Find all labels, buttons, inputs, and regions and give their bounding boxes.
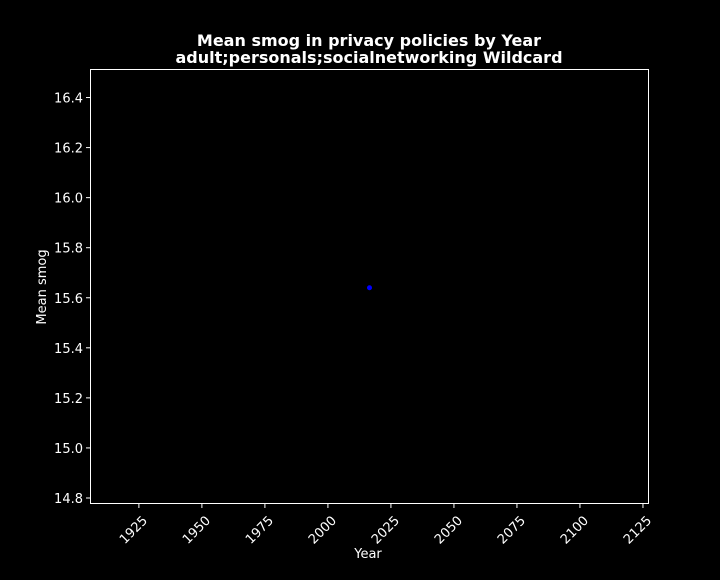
x-tick-label: 2050 (432, 513, 466, 547)
y-tick-label: 15.6 (54, 292, 83, 307)
y-tick-label: 16.0 (54, 192, 83, 207)
x-axis-label: Year (353, 547, 382, 562)
x-tick-label: 1925 (117, 513, 151, 547)
y-tick-label: 16.4 (54, 92, 83, 107)
x-tick-label: 2100 (558, 513, 592, 547)
x-tick-label: 2125 (621, 513, 655, 547)
data-points (367, 285, 372, 291)
y-axis-label: Mean smog (35, 249, 50, 324)
y-tick-label: 15.2 (54, 392, 83, 407)
x-axis: 1925 1950 1975 2000 2025 2050 2075 2100 2125 (117, 503, 655, 547)
chart-title: Mean smog in privacy policies by Year (197, 31, 541, 50)
y-tick-label: 15.4 (54, 342, 83, 357)
x-tick-label: 2075 (495, 513, 529, 547)
y-tick-label: 15.0 (54, 442, 83, 457)
chart-subtitle: adult;personals;socialnetworking Wildcar… (175, 48, 562, 67)
x-tick-label: 1975 (243, 513, 277, 547)
y-tick-label: 15.8 (54, 242, 83, 257)
x-tick-label: 1950 (180, 513, 214, 547)
x-tick-label: 2000 (306, 513, 340, 547)
y-tick-label: 14.8 (54, 492, 83, 507)
data-point (367, 285, 372, 291)
y-tick-label: 16.2 (54, 142, 83, 157)
x-tick-label: 2025 (369, 513, 403, 547)
y-axis: 14.8 15.0 15.2 15.4 15.6 15.8 16.0 16.2 16.4 (54, 92, 91, 507)
